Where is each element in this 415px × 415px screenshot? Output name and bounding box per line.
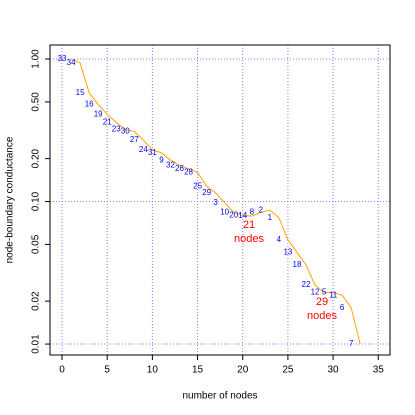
point-label: 16 — [85, 100, 94, 109]
point-label: 28 — [184, 168, 193, 177]
point-label: 23 — [112, 125, 121, 134]
point-label: 3 — [213, 198, 218, 207]
point-label: 13 — [283, 247, 292, 256]
point-label: 15 — [76, 88, 85, 97]
point-label: 6 — [340, 303, 345, 312]
x-tick-label: 30 — [328, 365, 340, 376]
point-label: 26 — [175, 164, 184, 173]
x-tick-label: 0 — [59, 365, 65, 376]
annotation: nodes — [307, 310, 337, 322]
point-label: 2 — [259, 205, 264, 214]
x-tick-label: 25 — [282, 365, 294, 376]
point-label: 22 — [302, 280, 311, 289]
point-label: 14 — [238, 211, 247, 220]
x-tick-label: 35 — [373, 365, 385, 376]
point-label: 30 — [121, 127, 130, 136]
x-tick-label: 15 — [192, 365, 204, 376]
y-tick-label: 0.50 — [31, 92, 42, 112]
y-tick-label: 0.05 — [31, 234, 42, 254]
point-label: 11 — [329, 290, 338, 299]
annotation: nodes — [234, 233, 264, 245]
y-tick-label: 0.10 — [31, 191, 42, 211]
plot-frame — [49, 44, 391, 356]
x-tick-label: 10 — [147, 365, 159, 376]
point-label: 25 — [193, 181, 202, 190]
point-label: 4 — [277, 235, 282, 244]
point-label: 29 — [202, 188, 211, 197]
point-label: 19 — [94, 109, 103, 118]
point-label: 24 — [139, 145, 148, 154]
x-tick-label: 20 — [237, 365, 249, 376]
point-label: 21 — [103, 117, 112, 126]
y-axis-label: node-boundary conductance — [5, 136, 16, 263]
x-axis-label: number of nodes — [182, 391, 257, 402]
y-tick-label: 1.00 — [31, 49, 42, 69]
point-label: 8 — [250, 207, 255, 216]
annotation: 29 — [316, 296, 328, 308]
point-label: 33 — [58, 54, 67, 63]
y-tick-label: 0.20 — [31, 148, 42, 168]
annotation: 21 — [243, 219, 255, 231]
series-line — [70, 58, 361, 345]
point-label: 31 — [148, 148, 157, 157]
y-tick-label: 0.01 — [31, 334, 42, 354]
point-label: 10 — [220, 207, 229, 216]
point-label: 9 — [159, 155, 164, 164]
y-tick-label: 0.02 — [31, 291, 42, 311]
point-label: 1 — [268, 213, 273, 222]
point-label: 5 — [322, 288, 327, 297]
point-label: 12 — [311, 288, 320, 297]
point-label: 32 — [166, 160, 175, 169]
point-label: 34 — [67, 58, 76, 67]
x-tick-label: 5 — [104, 365, 110, 376]
point-label: 20 — [229, 210, 238, 219]
point-label: 27 — [130, 135, 139, 144]
point-label: 7 — [349, 339, 354, 348]
point-label: 18 — [293, 260, 302, 269]
